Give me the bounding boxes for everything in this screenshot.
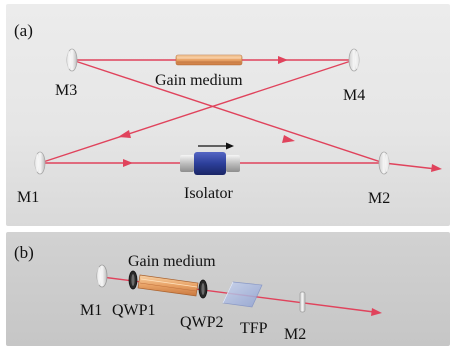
- arrow-bottom: [123, 159, 133, 167]
- mirror-m3: [66, 48, 78, 72]
- mirror-m4: [348, 48, 360, 72]
- label-m3: M3: [55, 82, 77, 99]
- arrow-diag-right: [282, 135, 295, 143]
- gain-medium-b: [137, 274, 199, 297]
- panel-a-tag: (a): [14, 21, 33, 40]
- label-qwp2: QWP2: [180, 314, 224, 331]
- panel-b: [6, 232, 450, 346]
- label-m2-b: M2: [284, 326, 306, 343]
- label-m1-b: M1: [80, 302, 102, 319]
- label-gain-medium-a: Gain medium: [155, 72, 243, 89]
- arrow-top: [278, 56, 288, 64]
- mirror-m2: [378, 151, 390, 175]
- qwp1: [128, 270, 138, 290]
- beam-output: [383, 162, 437, 170]
- beam-arrows-a: [118, 56, 442, 172]
- arrow-output: [431, 164, 442, 172]
- label-tfp: TFP: [240, 320, 268, 337]
- arrow-diag-left: [118, 130, 131, 138]
- label-isolator: Isolator: [184, 185, 234, 202]
- qwp2: [198, 279, 208, 299]
- tfp: [222, 281, 263, 308]
- label-m1: M1: [17, 189, 39, 206]
- isolator: [180, 142, 240, 175]
- mirror-m2-b: [299, 291, 306, 313]
- label-gain-medium-b: Gain medium: [128, 253, 216, 270]
- panel-a: [6, 4, 450, 226]
- label-m4: M4: [343, 87, 365, 104]
- label-m2: M2: [368, 190, 390, 207]
- gain-medium-a: [175, 54, 243, 66]
- mirror-m1: [34, 151, 46, 175]
- mirror-m1-b: [96, 264, 108, 288]
- arrow-output-b: [371, 308, 382, 316]
- panel-b-tag: (b): [14, 243, 34, 262]
- beam-m2-m3: [71, 59, 385, 164]
- isolator-direction-arrowhead: [226, 142, 234, 150]
- beam-m4-m1: [39, 59, 355, 164]
- label-qwp1: QWP1: [112, 302, 156, 319]
